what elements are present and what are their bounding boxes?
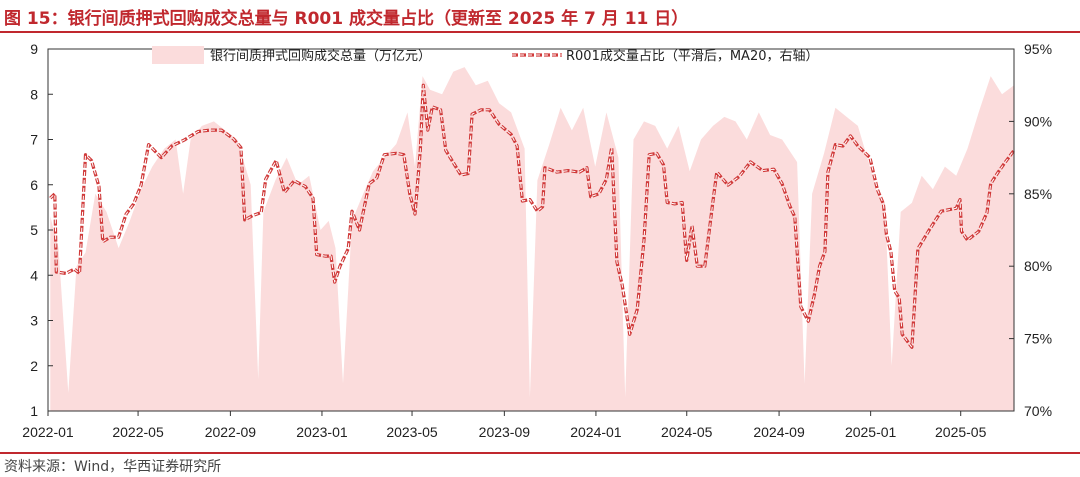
r001-line-inner [49, 84, 1015, 348]
x-tick-label: 2022-05 [112, 424, 164, 440]
y-left-tick-label: 3 [30, 313, 38, 329]
axes-layer: 1 2 3 4 5 6 7 8 9 70% 75% 80% 85% 90% 95% 2022-01 2022-0… [22, 41, 1052, 440]
top-rule [0, 31, 1080, 33]
volume-area [50, 67, 1015, 411]
x-tick-label: 2023-05 [386, 424, 438, 440]
y-left-tick-label: 6 [30, 177, 38, 193]
legend-label-r001: R001成交量占比（平滑后，MA20，右轴） [566, 48, 819, 64]
legend-swatch-volume [152, 46, 204, 64]
x-tick-label: 2023-01 [296, 424, 348, 440]
x-tick-label: 2025-01 [845, 424, 897, 440]
source-note: 资料来源：Wind，华西证券研究所 [4, 459, 222, 475]
y-left-tick-label: 4 [30, 267, 38, 283]
y-left-tick-label: 7 [30, 132, 38, 148]
y-left-tick-label: 1 [30, 403, 38, 419]
y-right-tick-label: 85% [1024, 186, 1052, 202]
y-right-tick-label: 75% [1024, 331, 1052, 347]
y-right-tick-label: 95% [1024, 41, 1052, 57]
x-tick-label: 2024-05 [661, 424, 713, 440]
x-tick-label: 2025-05 [935, 424, 987, 440]
legend: 银行间质押式回购成交总量（万亿元） R001成交量占比（平滑后，MA20，右轴） [152, 46, 819, 64]
x-tick-label: 2024-09 [753, 424, 805, 440]
x-tick-label: 2022-09 [205, 424, 257, 440]
y-left-tick-label: 5 [30, 222, 38, 238]
volume-area-layer [50, 67, 1015, 411]
legend-label-volume: 银行间质押式回购成交总量（万亿元） [210, 48, 431, 64]
y-left-tick-label: 2 [30, 358, 38, 374]
y-right-tick-label: 80% [1024, 258, 1052, 274]
y-left-tick-label: 9 [30, 41, 38, 57]
x-tick-label: 2024-01 [570, 424, 622, 440]
y-left-tick-label: 8 [30, 86, 38, 102]
bottom-rule [0, 452, 1080, 454]
x-tick-label: 2022-01 [22, 424, 74, 440]
x-tick-label: 2023-09 [479, 424, 531, 440]
y-right-tick-label: 90% [1024, 113, 1052, 129]
y-right-tick-label: 70% [1024, 403, 1052, 419]
figure-title: 图 15：银行间质押式回购成交总量与 R001 成交量占比（更新至 2025 年… [4, 9, 689, 29]
r001-line-layer [49, 83, 1016, 349]
